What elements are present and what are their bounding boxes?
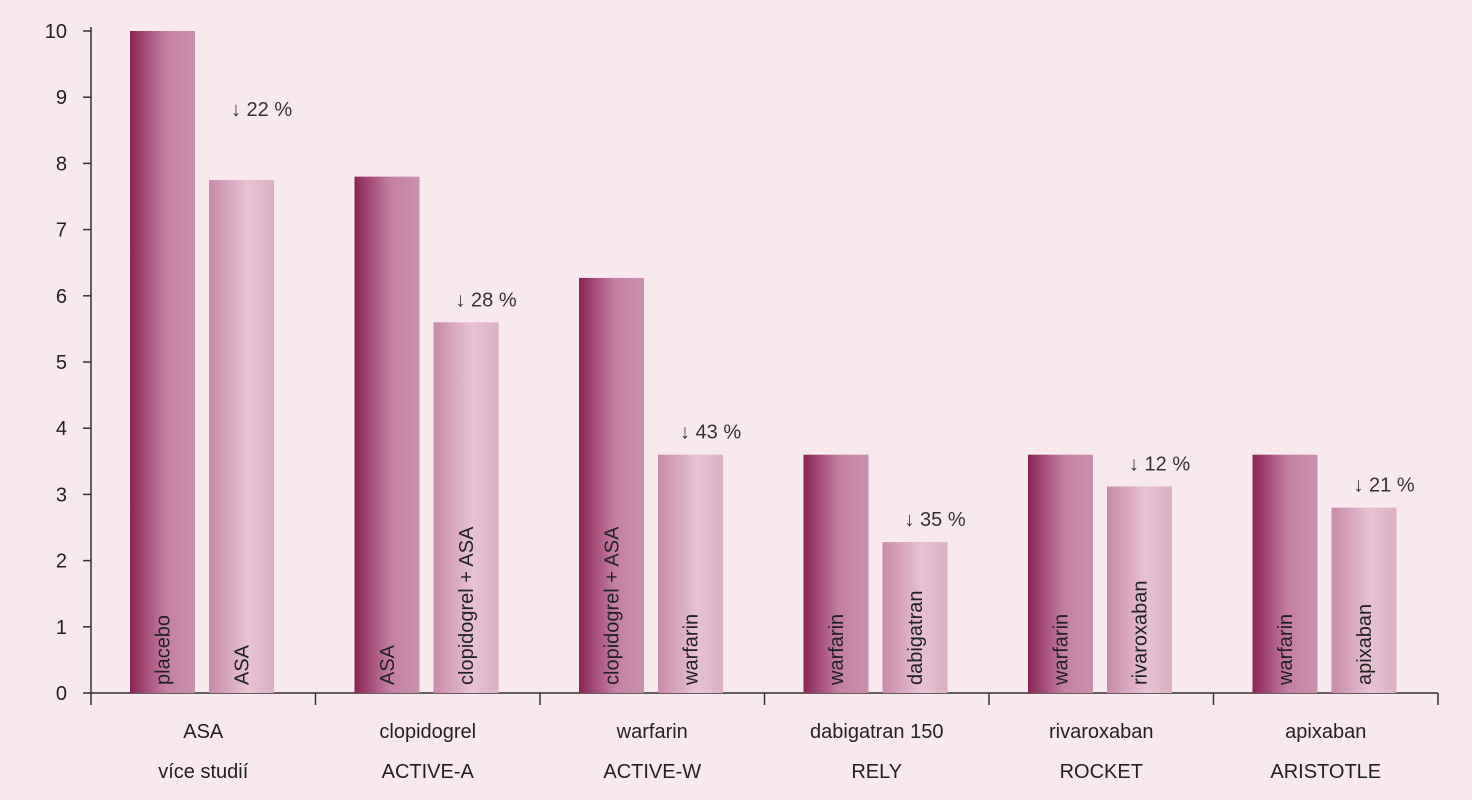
y-tick-label: 10	[45, 21, 67, 43]
labels: ASA více studií placebo ASA ↓ 22 % clopidogre…	[153, 99, 1415, 783]
bar-label: rivaroxaban	[1130, 580, 1152, 685]
bar-label: ASA	[232, 644, 254, 685]
y-tick-label: 8	[56, 153, 67, 175]
reduction-annotation: ↓ 21 %	[1354, 475, 1415, 497]
bars	[130, 31, 1397, 693]
bar-label: dabigatran	[905, 590, 927, 685]
reduction-annotation: ↓ 22 %	[231, 99, 292, 121]
y-tick-label: 0	[56, 683, 67, 705]
y-tick-label: 4	[56, 418, 67, 440]
bar	[803, 454, 869, 693]
group-label-line2: ROCKET	[1060, 761, 1143, 783]
bar	[1252, 454, 1318, 693]
reduction-annotation: ↓ 28 %	[456, 289, 517, 311]
bar-label: ASA	[377, 644, 399, 685]
group-label-line2: ACTIVE-W	[603, 761, 701, 783]
group-label-line1: dabigatran 150	[810, 721, 943, 743]
y-tick-label: 6	[56, 286, 67, 308]
group-label-line1: rivaroxaban	[1049, 721, 1154, 743]
group-label-line2: RELY	[851, 761, 902, 783]
group-label-line1: ASA	[183, 721, 224, 743]
bar	[658, 454, 723, 693]
y-tick-label: 2	[56, 551, 67, 573]
y-tick-label: 7	[56, 220, 67, 242]
axes: 0 1 2 3 4 5 6 7 8 9 10	[45, 21, 1439, 705]
bar	[1107, 486, 1172, 693]
bar	[1028, 454, 1093, 693]
bar	[882, 542, 948, 693]
y-tick-label: 1	[56, 617, 67, 639]
bar-label: warfarin	[681, 614, 703, 686]
bar-label: clopidogrel + ASA	[602, 526, 624, 685]
bar	[1331, 507, 1397, 693]
reduction-annotation: ↓ 43 %	[680, 422, 741, 444]
reduction-annotation: ↓ 35 %	[905, 509, 966, 531]
group-label-line1: apixaban	[1285, 721, 1366, 743]
bar	[130, 31, 195, 693]
y-tick-label: 3	[56, 484, 67, 506]
group-label-line2: ACTIVE-A	[382, 761, 475, 783]
group-label-line1: clopidogrel	[379, 721, 476, 743]
y-tick-label: 5	[56, 352, 67, 374]
bar	[354, 176, 420, 693]
bar-label: clopidogrel + ASA	[456, 526, 478, 685]
bar-label: warfarin	[1051, 614, 1073, 686]
bar	[433, 322, 499, 693]
bar	[209, 179, 274, 693]
group-label-line2: ARISTOTLE	[1270, 761, 1381, 783]
bar-label: apixaban	[1354, 604, 1376, 685]
bar	[579, 277, 644, 693]
bar-label: placebo	[153, 615, 175, 685]
group-label-line1: warfarin	[616, 721, 688, 743]
reduction-annotation: ↓ 12 %	[1129, 453, 1190, 475]
bar-label: warfarin	[826, 614, 848, 686]
group-label-line2: více studií	[158, 761, 248, 783]
bar-label: warfarin	[1275, 614, 1297, 686]
y-tick-label: 9	[56, 87, 67, 109]
